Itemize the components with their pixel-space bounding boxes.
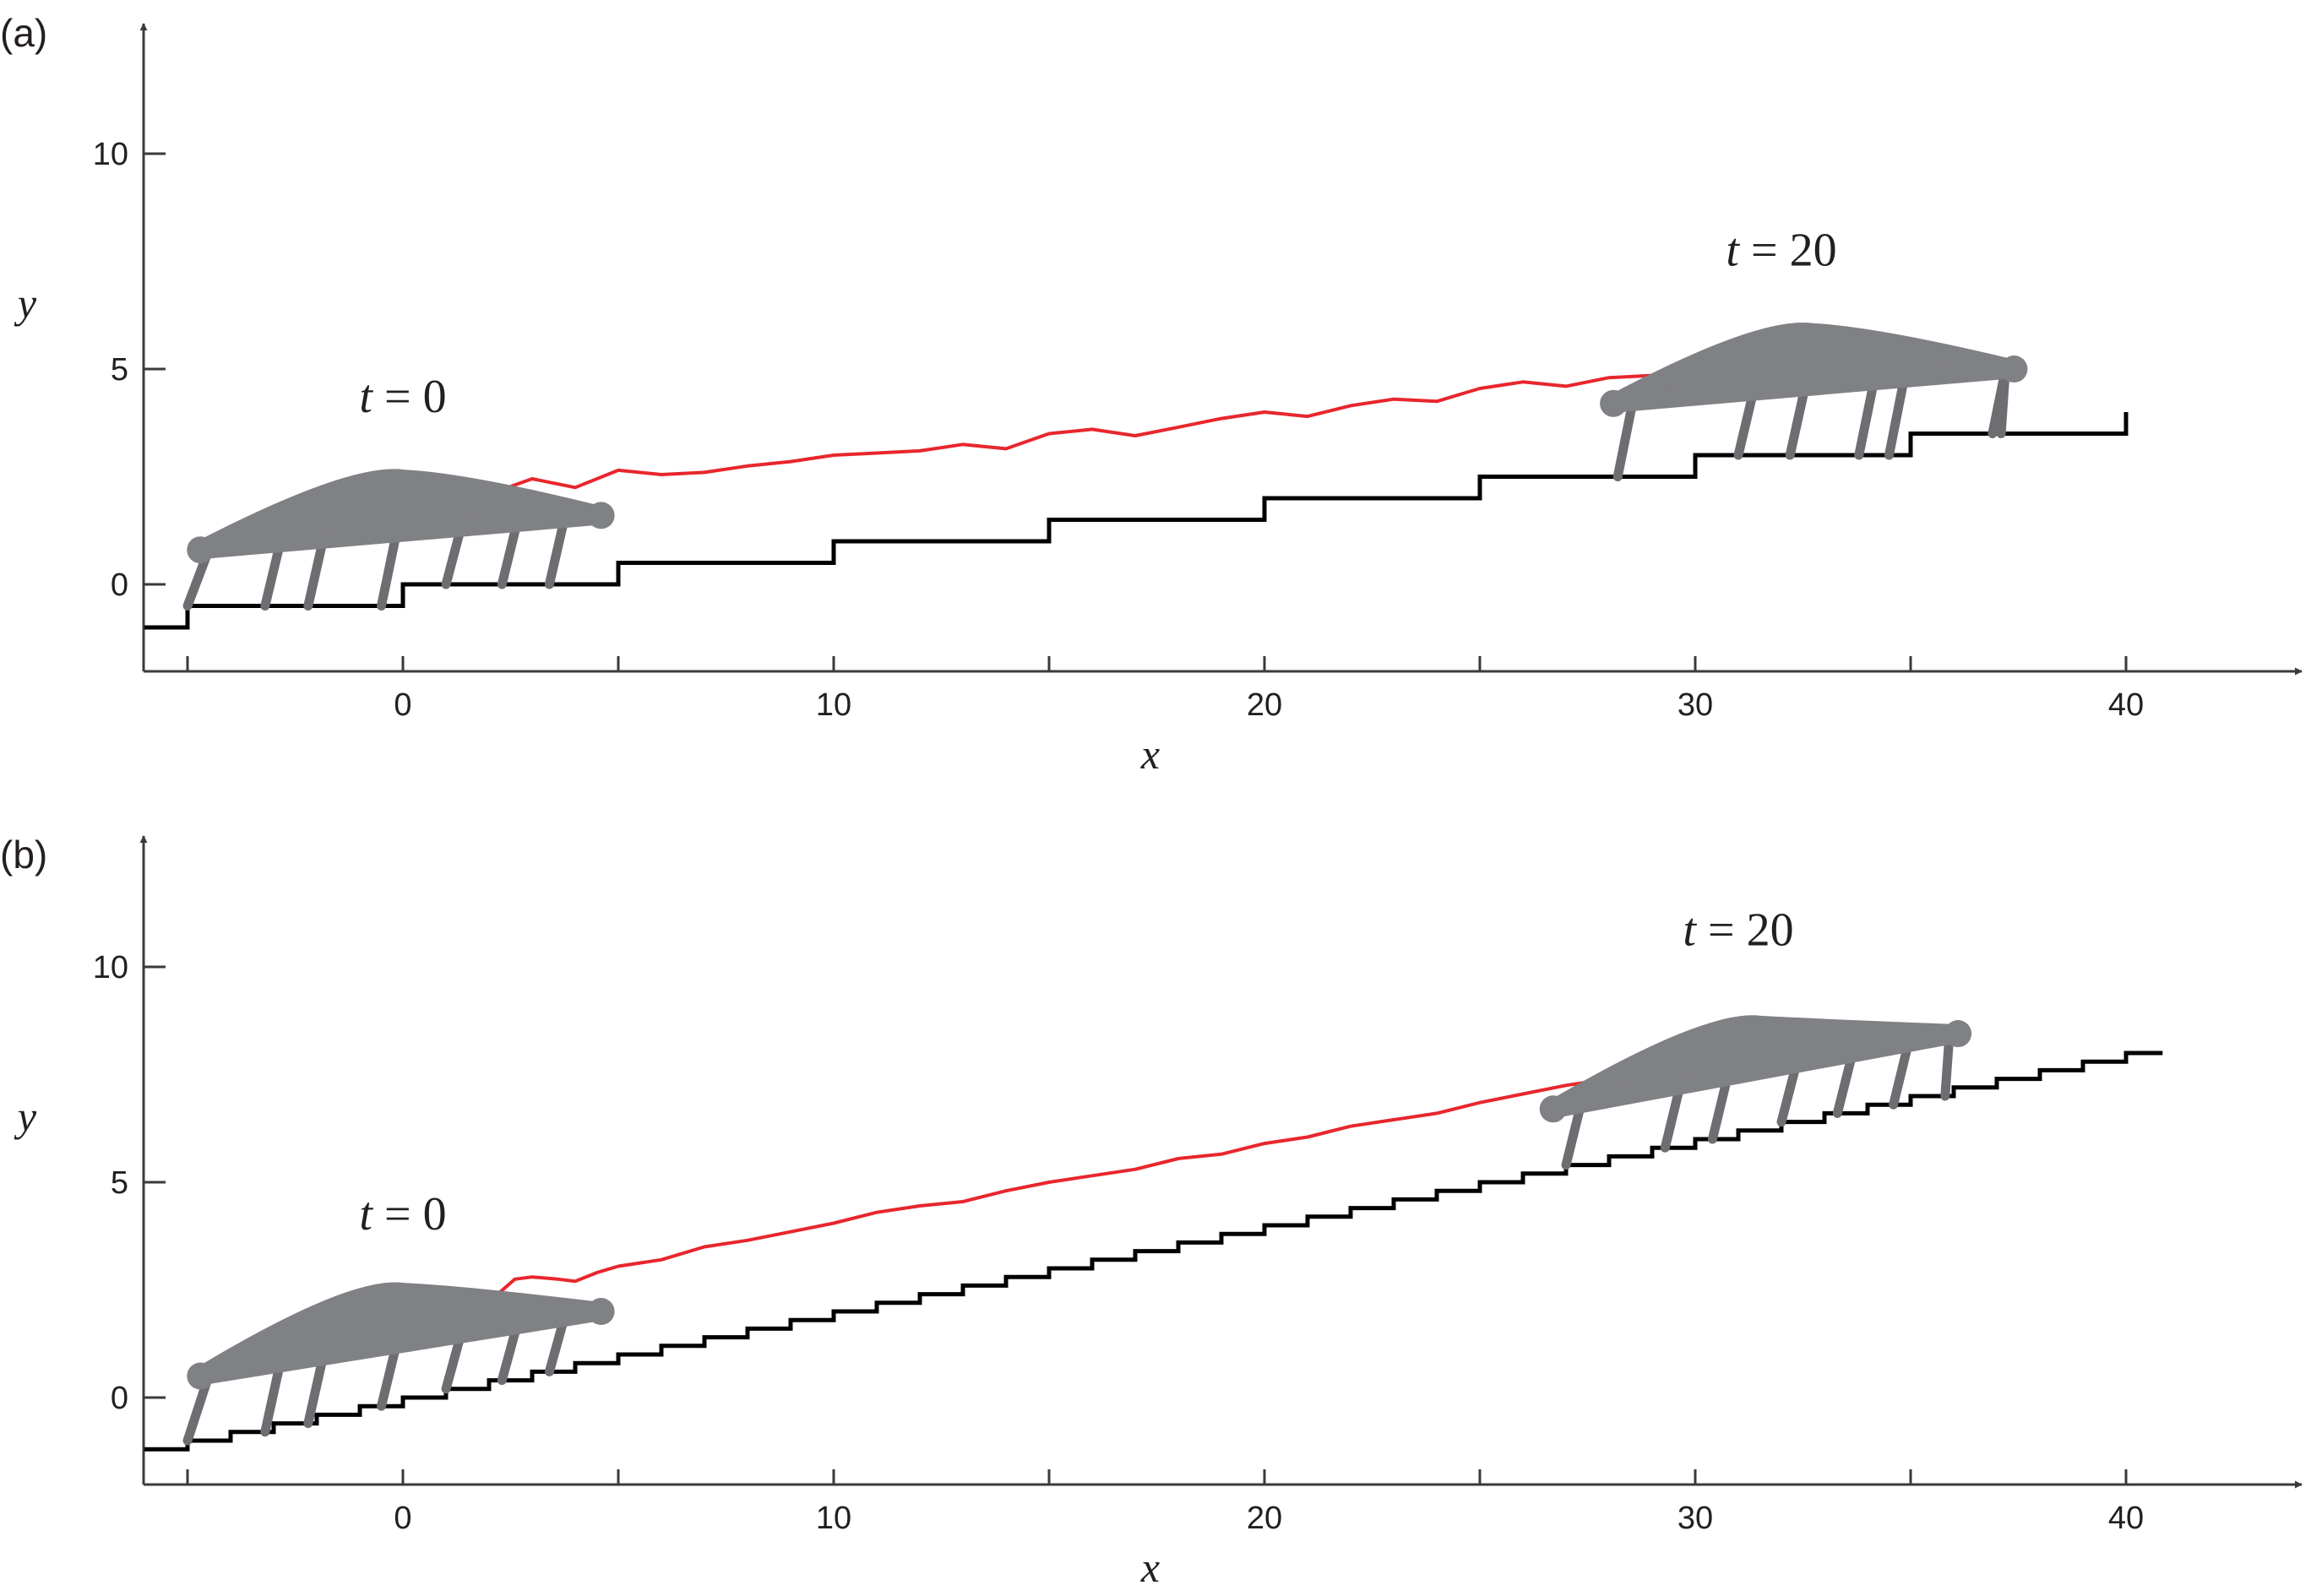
x-tick-label: 10 xyxy=(816,1501,851,1536)
robot-joint xyxy=(587,1298,615,1325)
x-tick-label: 0 xyxy=(394,687,411,723)
robot-leg xyxy=(1785,382,1810,460)
y-tick-label: 0 xyxy=(111,1381,128,1416)
x-axis-label: x xyxy=(1140,1544,1160,1591)
robot-leg xyxy=(1561,1099,1586,1170)
robot-leg xyxy=(377,528,401,611)
annotation-variable: t xyxy=(1726,225,1740,277)
robot-leg xyxy=(1996,365,2010,438)
annotation-value: = 20 xyxy=(1696,904,1794,957)
robot-leg xyxy=(1832,1048,1857,1118)
time-annotation-t0: t = 0 xyxy=(359,371,446,423)
annotation-value: = 0 xyxy=(372,371,447,423)
y-tick-label: 10 xyxy=(93,950,128,985)
robot-leg xyxy=(1854,376,1879,460)
y-ticks: 0 5 10 xyxy=(93,950,166,1416)
robot-leg xyxy=(303,1351,329,1429)
robot-body xyxy=(1604,323,2024,413)
robot-leg xyxy=(260,538,285,611)
y-axis-label: y xyxy=(14,1093,37,1140)
x-tick-label: 20 xyxy=(1247,687,1282,723)
body-trajectory-line xyxy=(501,365,1688,491)
robot-leg xyxy=(1940,1030,1955,1101)
robot-joint xyxy=(1944,1020,1972,1048)
robot-leg xyxy=(1884,373,1909,460)
x-tick-label: 10 xyxy=(816,687,851,723)
robot-joint xyxy=(2000,356,2028,383)
robot-silhouette xyxy=(1600,323,2028,481)
robot-silhouette xyxy=(1539,1015,1972,1170)
body-trajectory-line xyxy=(496,1064,1661,1296)
time-annotation-t0: t = 0 xyxy=(359,1188,446,1240)
annotation-value: = 0 xyxy=(372,1188,447,1240)
y-axis-label: y xyxy=(14,280,37,327)
annotation-variable: t xyxy=(1683,904,1697,957)
x-tick-label: 40 xyxy=(2108,1501,2144,1536)
robot-leg xyxy=(1707,1072,1732,1144)
robot-body xyxy=(191,1282,611,1386)
x-ticks: 0 10 20 30 40 xyxy=(186,1469,2144,1536)
y-tick-label: 0 xyxy=(111,567,128,603)
x-tick-label: 20 xyxy=(1247,1501,1282,1536)
robot-joint xyxy=(1600,389,1628,417)
y-tick-label: 10 xyxy=(93,137,128,172)
robot-leg xyxy=(1612,397,1638,481)
robot-leg xyxy=(497,518,522,589)
robot-joint xyxy=(187,1362,215,1390)
terrain-steps-line xyxy=(144,412,2129,630)
x-tick-label: 30 xyxy=(1678,687,1713,723)
annotation-value: = 20 xyxy=(1739,225,1837,277)
time-annotation-t20: t = 20 xyxy=(1726,225,1836,277)
x-tick-label: 40 xyxy=(2108,687,2144,723)
y-ticks: 0 5 10 xyxy=(93,137,166,603)
panel-label: (b) xyxy=(0,833,47,877)
robot-leg xyxy=(544,513,569,589)
robot-leg xyxy=(260,1358,285,1437)
panel-label: (a) xyxy=(0,11,47,55)
robot-silhouette xyxy=(182,1282,615,1446)
time-annotation-t20: t = 20 xyxy=(1683,904,1793,957)
y-tick-label: 5 xyxy=(111,352,128,388)
robot-body xyxy=(1543,1015,1968,1119)
y-tick-label: 5 xyxy=(111,1165,128,1201)
robot-leg xyxy=(303,535,329,611)
robots xyxy=(182,1015,1972,1446)
robot-joint xyxy=(187,536,215,564)
robot-joint xyxy=(1539,1095,1567,1123)
annotation-variable: t xyxy=(359,1188,373,1240)
robot-body xyxy=(191,469,611,560)
robot-joint xyxy=(587,502,615,529)
robot-leg xyxy=(1733,387,1759,460)
annotation-variable: t xyxy=(359,371,373,423)
x-axis-label: x xyxy=(1140,730,1160,778)
x-tick-label: 0 xyxy=(394,1501,411,1536)
robot-silhouette xyxy=(182,469,615,611)
x-tick-label: 30 xyxy=(1678,1501,1713,1536)
robot-leg xyxy=(377,1339,401,1411)
robot-leg xyxy=(1660,1080,1685,1153)
robots xyxy=(182,323,2028,611)
panel-b: (b) 0 10 20 30 40 0 5 10 x y t = 0 t = 20 xyxy=(0,833,2303,1591)
x-ticks: 0 10 20 30 40 xyxy=(186,656,2144,723)
panel-a: (a) 0 10 20 30 40 0 5 10 x y t = 0 t = 20 xyxy=(0,11,2303,778)
robot-leg xyxy=(1889,1038,1913,1110)
